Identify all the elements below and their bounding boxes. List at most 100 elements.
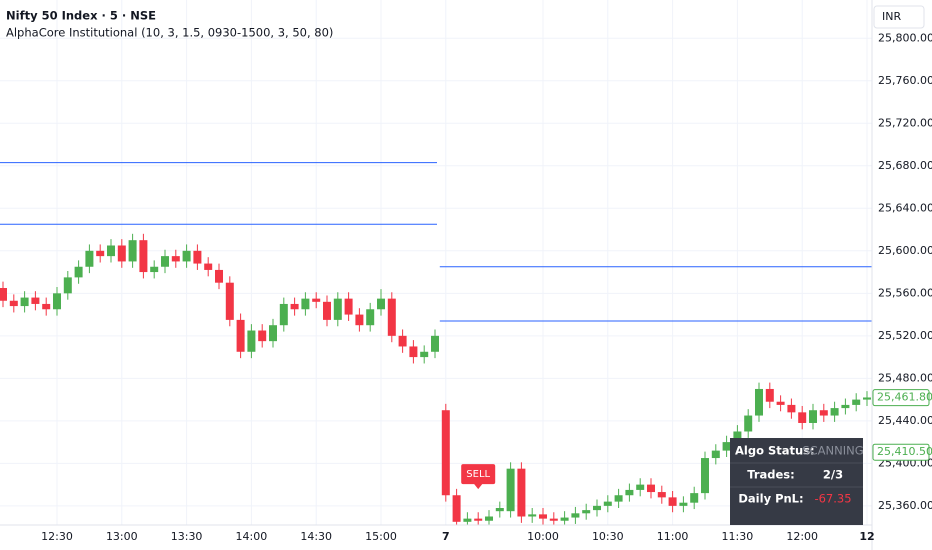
x-tick-label: 10:00 xyxy=(527,530,559,543)
candle-body xyxy=(809,410,817,423)
candle-body xyxy=(96,250,105,257)
candle-body xyxy=(377,298,385,310)
candle-body xyxy=(150,266,159,273)
candle-body xyxy=(53,293,61,310)
candle-body xyxy=(614,495,623,502)
candle-body xyxy=(85,250,94,267)
candle-body xyxy=(225,282,234,320)
sell-signal xyxy=(461,464,496,490)
candle-body xyxy=(485,516,493,521)
price-marker xyxy=(872,443,930,461)
candle-body xyxy=(344,298,353,315)
x-tick-label: 12:30 xyxy=(41,530,73,543)
x-tick-label: 12:00 xyxy=(786,530,818,543)
currency-box[interactable] xyxy=(873,5,925,29)
candle-body xyxy=(161,256,169,267)
candle-body xyxy=(657,492,666,498)
x-tick-label: 10:30 xyxy=(592,530,624,543)
candle-body xyxy=(852,399,861,405)
candle-body xyxy=(755,388,763,416)
status-key: Trades: xyxy=(747,468,795,482)
candle-body xyxy=(711,450,720,459)
candle-body xyxy=(182,250,191,262)
x-tick-label: 11:00 xyxy=(657,530,689,543)
candle-body xyxy=(679,502,688,506)
x-tick-label: 12 xyxy=(859,530,874,543)
candle-body xyxy=(625,489,634,496)
candle-body xyxy=(776,401,785,405)
candle-body xyxy=(128,240,137,262)
candle-body xyxy=(269,325,277,342)
candle-body xyxy=(647,484,655,493)
candle-body xyxy=(236,319,245,352)
candle-body xyxy=(420,351,429,358)
x-tick-label: 13:00 xyxy=(106,530,138,543)
candle-body xyxy=(387,298,396,336)
candle-body xyxy=(506,468,515,512)
candle-body xyxy=(0,288,7,301)
y-tick-label: 25,760.00 xyxy=(878,74,932,87)
candle-body xyxy=(20,297,29,307)
status-box xyxy=(730,438,863,525)
candle-body xyxy=(560,517,569,521)
candle-body xyxy=(582,510,591,514)
candle-body xyxy=(301,298,310,310)
status-key: Daily PnL: xyxy=(738,492,803,506)
x-tick-label: 7 xyxy=(442,530,450,543)
status-key: Algo Status: xyxy=(735,444,815,458)
y-tick-label: 25,440.00 xyxy=(878,414,932,427)
status-value: 2/3 xyxy=(823,468,843,482)
candle-body xyxy=(323,301,331,320)
candle-body xyxy=(215,269,223,283)
y-tick-label: 25,720.00 xyxy=(878,116,932,129)
price-marker-label: 25,461.80 xyxy=(877,391,932,404)
candle-body xyxy=(31,297,40,304)
candle-body xyxy=(355,314,364,326)
candle-body xyxy=(117,245,126,262)
candle-body xyxy=(668,497,677,506)
candle-body xyxy=(431,335,439,352)
y-tick-label: 25,560.00 xyxy=(878,286,932,299)
sell-label: SELL xyxy=(466,469,490,480)
candle-body xyxy=(495,507,504,512)
candle-body xyxy=(107,245,115,257)
candle-body xyxy=(204,263,213,270)
candle-body xyxy=(830,408,839,416)
candle-body xyxy=(690,493,699,503)
candle-body xyxy=(312,298,321,302)
currency[interactable]: INR xyxy=(882,10,901,23)
candle-body xyxy=(279,303,288,326)
candle-body xyxy=(603,501,612,506)
candle-body xyxy=(193,250,202,264)
candle-body xyxy=(701,458,709,494)
candle-body xyxy=(549,518,558,521)
candle-body xyxy=(171,256,180,262)
y-tick-label: 25,680.00 xyxy=(878,159,932,172)
candle-body xyxy=(441,410,450,496)
candle-body xyxy=(333,298,342,320)
y-tick-label: 25,640.00 xyxy=(878,201,932,214)
candle-body xyxy=(290,303,299,310)
candle-body xyxy=(722,442,731,451)
candle-body xyxy=(247,330,256,352)
plot-area xyxy=(0,162,872,525)
y-tick-label: 25,360.00 xyxy=(878,499,932,512)
candle-body xyxy=(366,309,375,326)
candle-body xyxy=(539,514,547,519)
chart-title: Nifty 50 Index · 5 · NSE xyxy=(6,9,156,23)
y-tick-label: 25,800.00 xyxy=(878,31,932,44)
candle-body xyxy=(593,505,601,511)
indicator-title: AlphaCore Institutional (10, 3, 1.5, 093… xyxy=(6,26,333,40)
candle-body xyxy=(863,397,871,400)
candle-body xyxy=(409,346,418,358)
candle-body xyxy=(787,404,796,413)
y-tick-label: 25,520.00 xyxy=(878,329,932,342)
status-value: -67.35 xyxy=(814,492,851,506)
candle-body xyxy=(452,495,461,522)
candle-body xyxy=(474,518,483,521)
candle-body xyxy=(63,277,72,294)
candle-body xyxy=(744,415,753,432)
candle-body xyxy=(258,330,267,342)
y-tick-label: 25,600.00 xyxy=(878,244,932,257)
